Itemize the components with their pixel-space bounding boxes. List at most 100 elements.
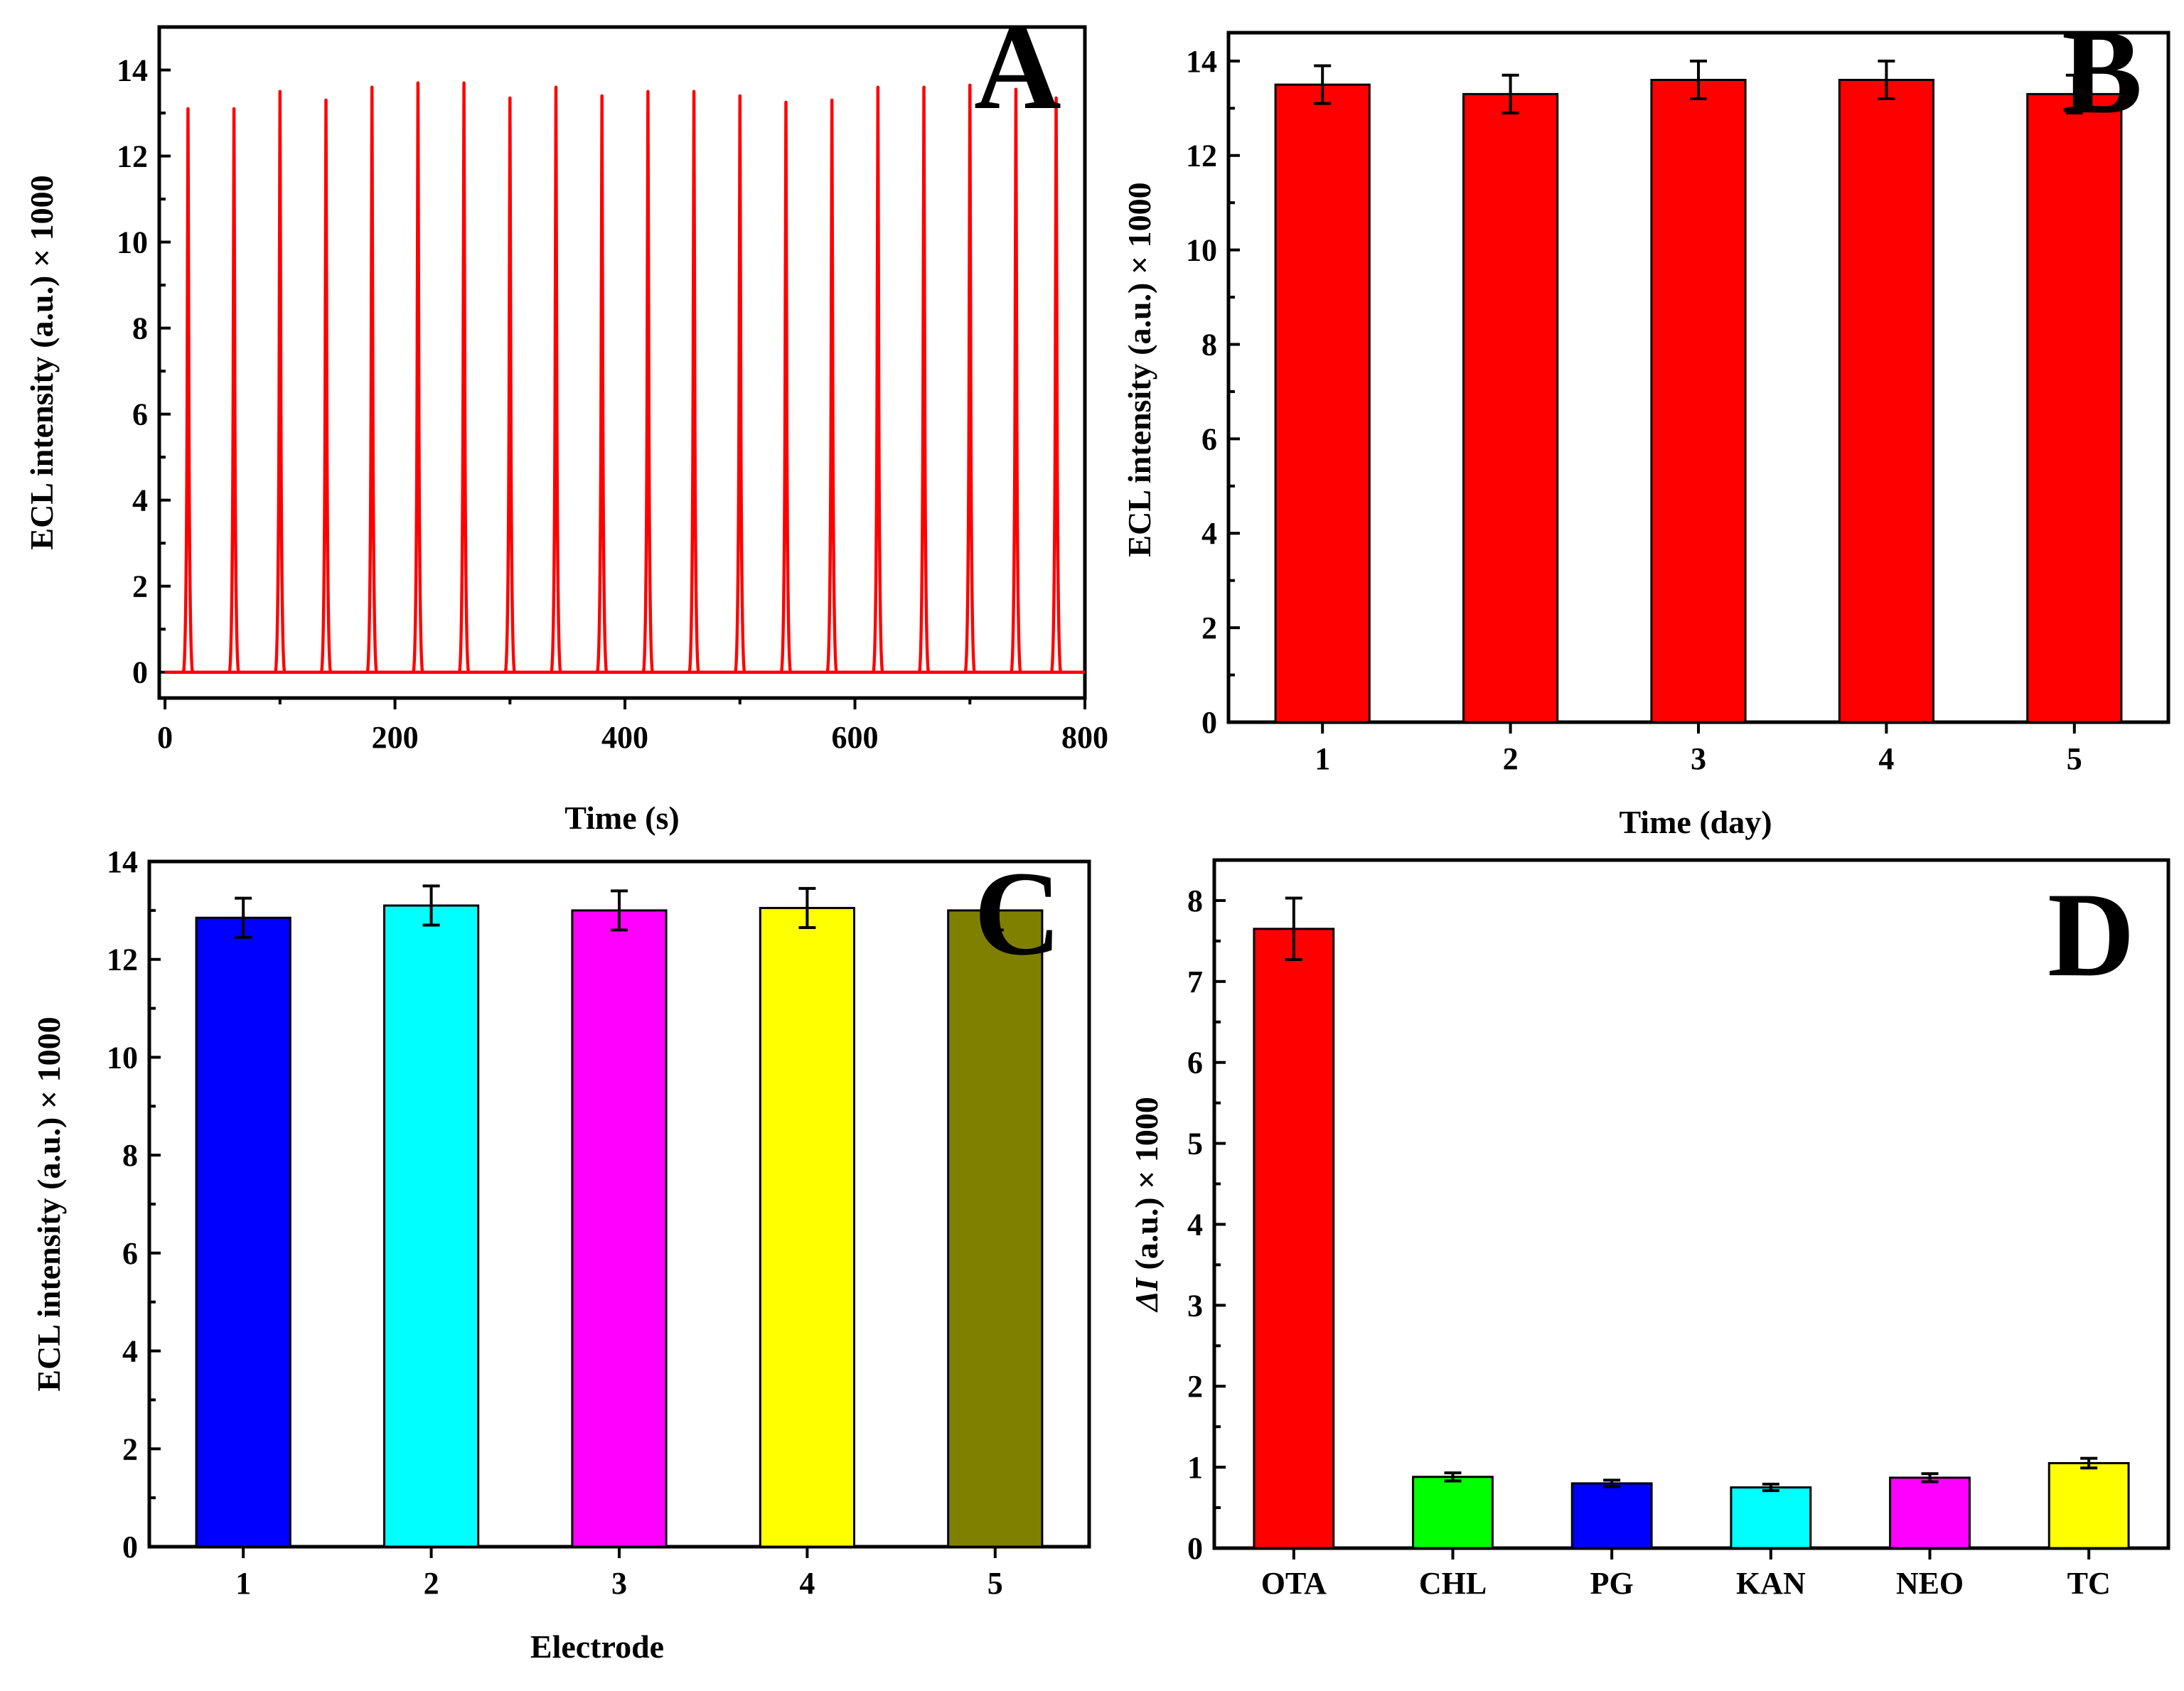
- panel-b-y-tick-label: 8: [1201, 327, 1217, 362]
- panel-d-y-tick-label: 4: [1187, 1207, 1203, 1242]
- panel-b-bar: [1462, 92, 1559, 724]
- panel-a-y-tick-label: 14: [117, 53, 148, 88]
- panel-a-ticks: 0 2 4 6 8 10 12 14 0 200 400 600 800: [117, 53, 1108, 755]
- panel-d-ticks: 0 1 2 3 4 5 6 7 8 OTA CHL PG KAN NEO TC: [1187, 884, 2111, 1601]
- panel-c-error-bar: [986, 889, 1004, 932]
- panel-b-error-bar: [1878, 59, 1895, 101]
- panel-a-x-axis-title: Time (s): [564, 800, 679, 836]
- panel-d-x-tick-label: KAN: [1736, 1566, 1806, 1601]
- panel-b-bars-group: [1274, 59, 2123, 724]
- panel-c-error-bar: [798, 886, 816, 929]
- panel-a-peak: [779, 100, 793, 673]
- panel-d-bar: [1570, 1482, 1653, 1550]
- panel-d-y-axis-units: (a.u.) × 1000: [1128, 1097, 1165, 1278]
- panel-a-y-tick-label: 6: [132, 397, 148, 432]
- panel-b-error-bar: [1690, 59, 1707, 101]
- panel-a-peak: [228, 107, 240, 673]
- panel-d-error-bar: [1444, 1471, 1462, 1483]
- panel-b-error-bar: [2065, 73, 2083, 114]
- panel-d-plot-frame: [1212, 858, 2170, 1550]
- panel-c-bar: [947, 909, 1044, 1548]
- panel-d-letter: D: [2048, 868, 2135, 1002]
- panel-c-y-tick-label: 8: [122, 1138, 138, 1173]
- panel-c-y-tick-label: 4: [122, 1334, 138, 1369]
- panel-b-letter: B: [2062, 5, 2142, 139]
- panel-b-x-tick-label: 4: [1878, 741, 1894, 776]
- panel-d-bar: [2048, 1461, 2130, 1550]
- panel-a-peak: [1049, 96, 1063, 673]
- panel-a-y-axis-title: ECL intensity (a.u.) × 1000: [23, 175, 60, 549]
- panel-c-x-tick-label: 1: [235, 1566, 251, 1601]
- panel-c-y-tick-label: 14: [107, 844, 138, 879]
- panel-a-peak: [1010, 87, 1022, 673]
- panel-b-y-tick-label: 10: [1186, 233, 1217, 268]
- panel-a-x-tick-label: 200: [372, 720, 419, 755]
- panel-d-bar-chart: 0 1 2 3 4 5 6 7 8 OTA CHL PG KAN NEO TC ΔI (a.u.) × 10…: [1128, 858, 2170, 1601]
- panel-c-y-tick-label: 0: [122, 1530, 138, 1564]
- panel-c-bar: [759, 906, 856, 1548]
- panel-c-x-tick-label: 3: [611, 1566, 627, 1601]
- panel-a-peak: [319, 98, 333, 673]
- panel-d-error-bar: [2080, 1456, 2098, 1470]
- panel-d-x-tick-label: TC: [2067, 1566, 2111, 1601]
- panel-b-bar: [1274, 83, 1371, 724]
- panel-a-y-tick-label: 2: [132, 569, 148, 604]
- panel-c-y-tick-label: 10: [107, 1040, 138, 1075]
- panel-a-peak: [917, 85, 931, 673]
- panel-b-bar: [1838, 78, 1935, 724]
- panel-d-y-axis-title: ΔI (a.u.) × 1000: [1128, 1097, 1165, 1313]
- panel-d-bar: [1412, 1476, 1494, 1550]
- panel-d-error-bar: [1921, 1472, 1939, 1483]
- panel-a-peak: [734, 94, 746, 673]
- panel-a-peak: [687, 90, 700, 673]
- panel-c-error-bar: [611, 889, 628, 932]
- panel-c-x-axis-title: Electrode: [530, 1628, 664, 1665]
- panel-a-peak: [412, 81, 424, 673]
- panel-d-x-tick-label: CHL: [1419, 1566, 1487, 1601]
- panel-b-error-bar: [1502, 73, 1519, 114]
- panel-d-error-bar: [1603, 1478, 1621, 1488]
- panel-a-peak: [457, 81, 471, 673]
- panel-c-x-tick-label: 4: [799, 1566, 815, 1601]
- panel-d-y-tick-label: 0: [1187, 1531, 1203, 1566]
- panel-b-y-tick-label: 4: [1201, 516, 1217, 551]
- panel-a-y-tick-label: 4: [132, 483, 148, 518]
- panel-c-x-tick-label: 5: [987, 1566, 1003, 1601]
- panel-d-x-tick-label: PG: [1590, 1566, 1634, 1601]
- panel-a-trace-group: [165, 81, 1085, 674]
- panel-a-peak: [596, 94, 609, 673]
- panel-a-y-tick-label: 0: [132, 655, 148, 690]
- panel-c-bar: [383, 904, 480, 1548]
- panel-d-y-tick-label: 1: [1187, 1450, 1203, 1485]
- panel-b-bar: [1650, 78, 1747, 724]
- panel-a-y-tick-label: 8: [132, 311, 148, 346]
- panel-d-y-tick-label: 7: [1187, 965, 1203, 999]
- panel-b-y-tick-label: 12: [1186, 139, 1217, 173]
- panel-b-y-axis-title: ECL intensity (a.u.) × 1000: [1121, 182, 1157, 557]
- panel-b-x-tick-label: 1: [1315, 741, 1330, 776]
- panel-d-bar: [1253, 928, 1335, 1550]
- panel-b-x-tick-label: 5: [2067, 741, 2082, 776]
- panel-b-y-tick-label: 6: [1201, 422, 1217, 456]
- panel-b-y-tick-label: 14: [1186, 44, 1217, 79]
- panel-a-peak: [503, 96, 516, 673]
- panel-a-x-tick-label: 0: [157, 720, 173, 755]
- panel-d-bar: [1889, 1476, 1971, 1550]
- panel-a-peak: [872, 85, 884, 673]
- panel-d-error-bar: [1762, 1483, 1779, 1493]
- panel-c-y-tick-label: 2: [122, 1432, 138, 1466]
- panel-a-x-tick-label: 800: [1061, 720, 1108, 755]
- panel-d-x-tick-label: NEO: [1896, 1566, 1964, 1601]
- panel-d-bars-group: [1253, 896, 2130, 1550]
- panel-b-x-tick-label: 2: [1503, 741, 1519, 776]
- panel-b-x-axis-title: Time (day): [1619, 804, 1772, 840]
- panel-d-y-tick-label: 8: [1187, 884, 1203, 918]
- panel-b-x-tick-label: 3: [1691, 741, 1706, 776]
- panel-d-y-tick-label: 3: [1187, 1288, 1203, 1323]
- panel-b-error-bar: [1314, 64, 1332, 105]
